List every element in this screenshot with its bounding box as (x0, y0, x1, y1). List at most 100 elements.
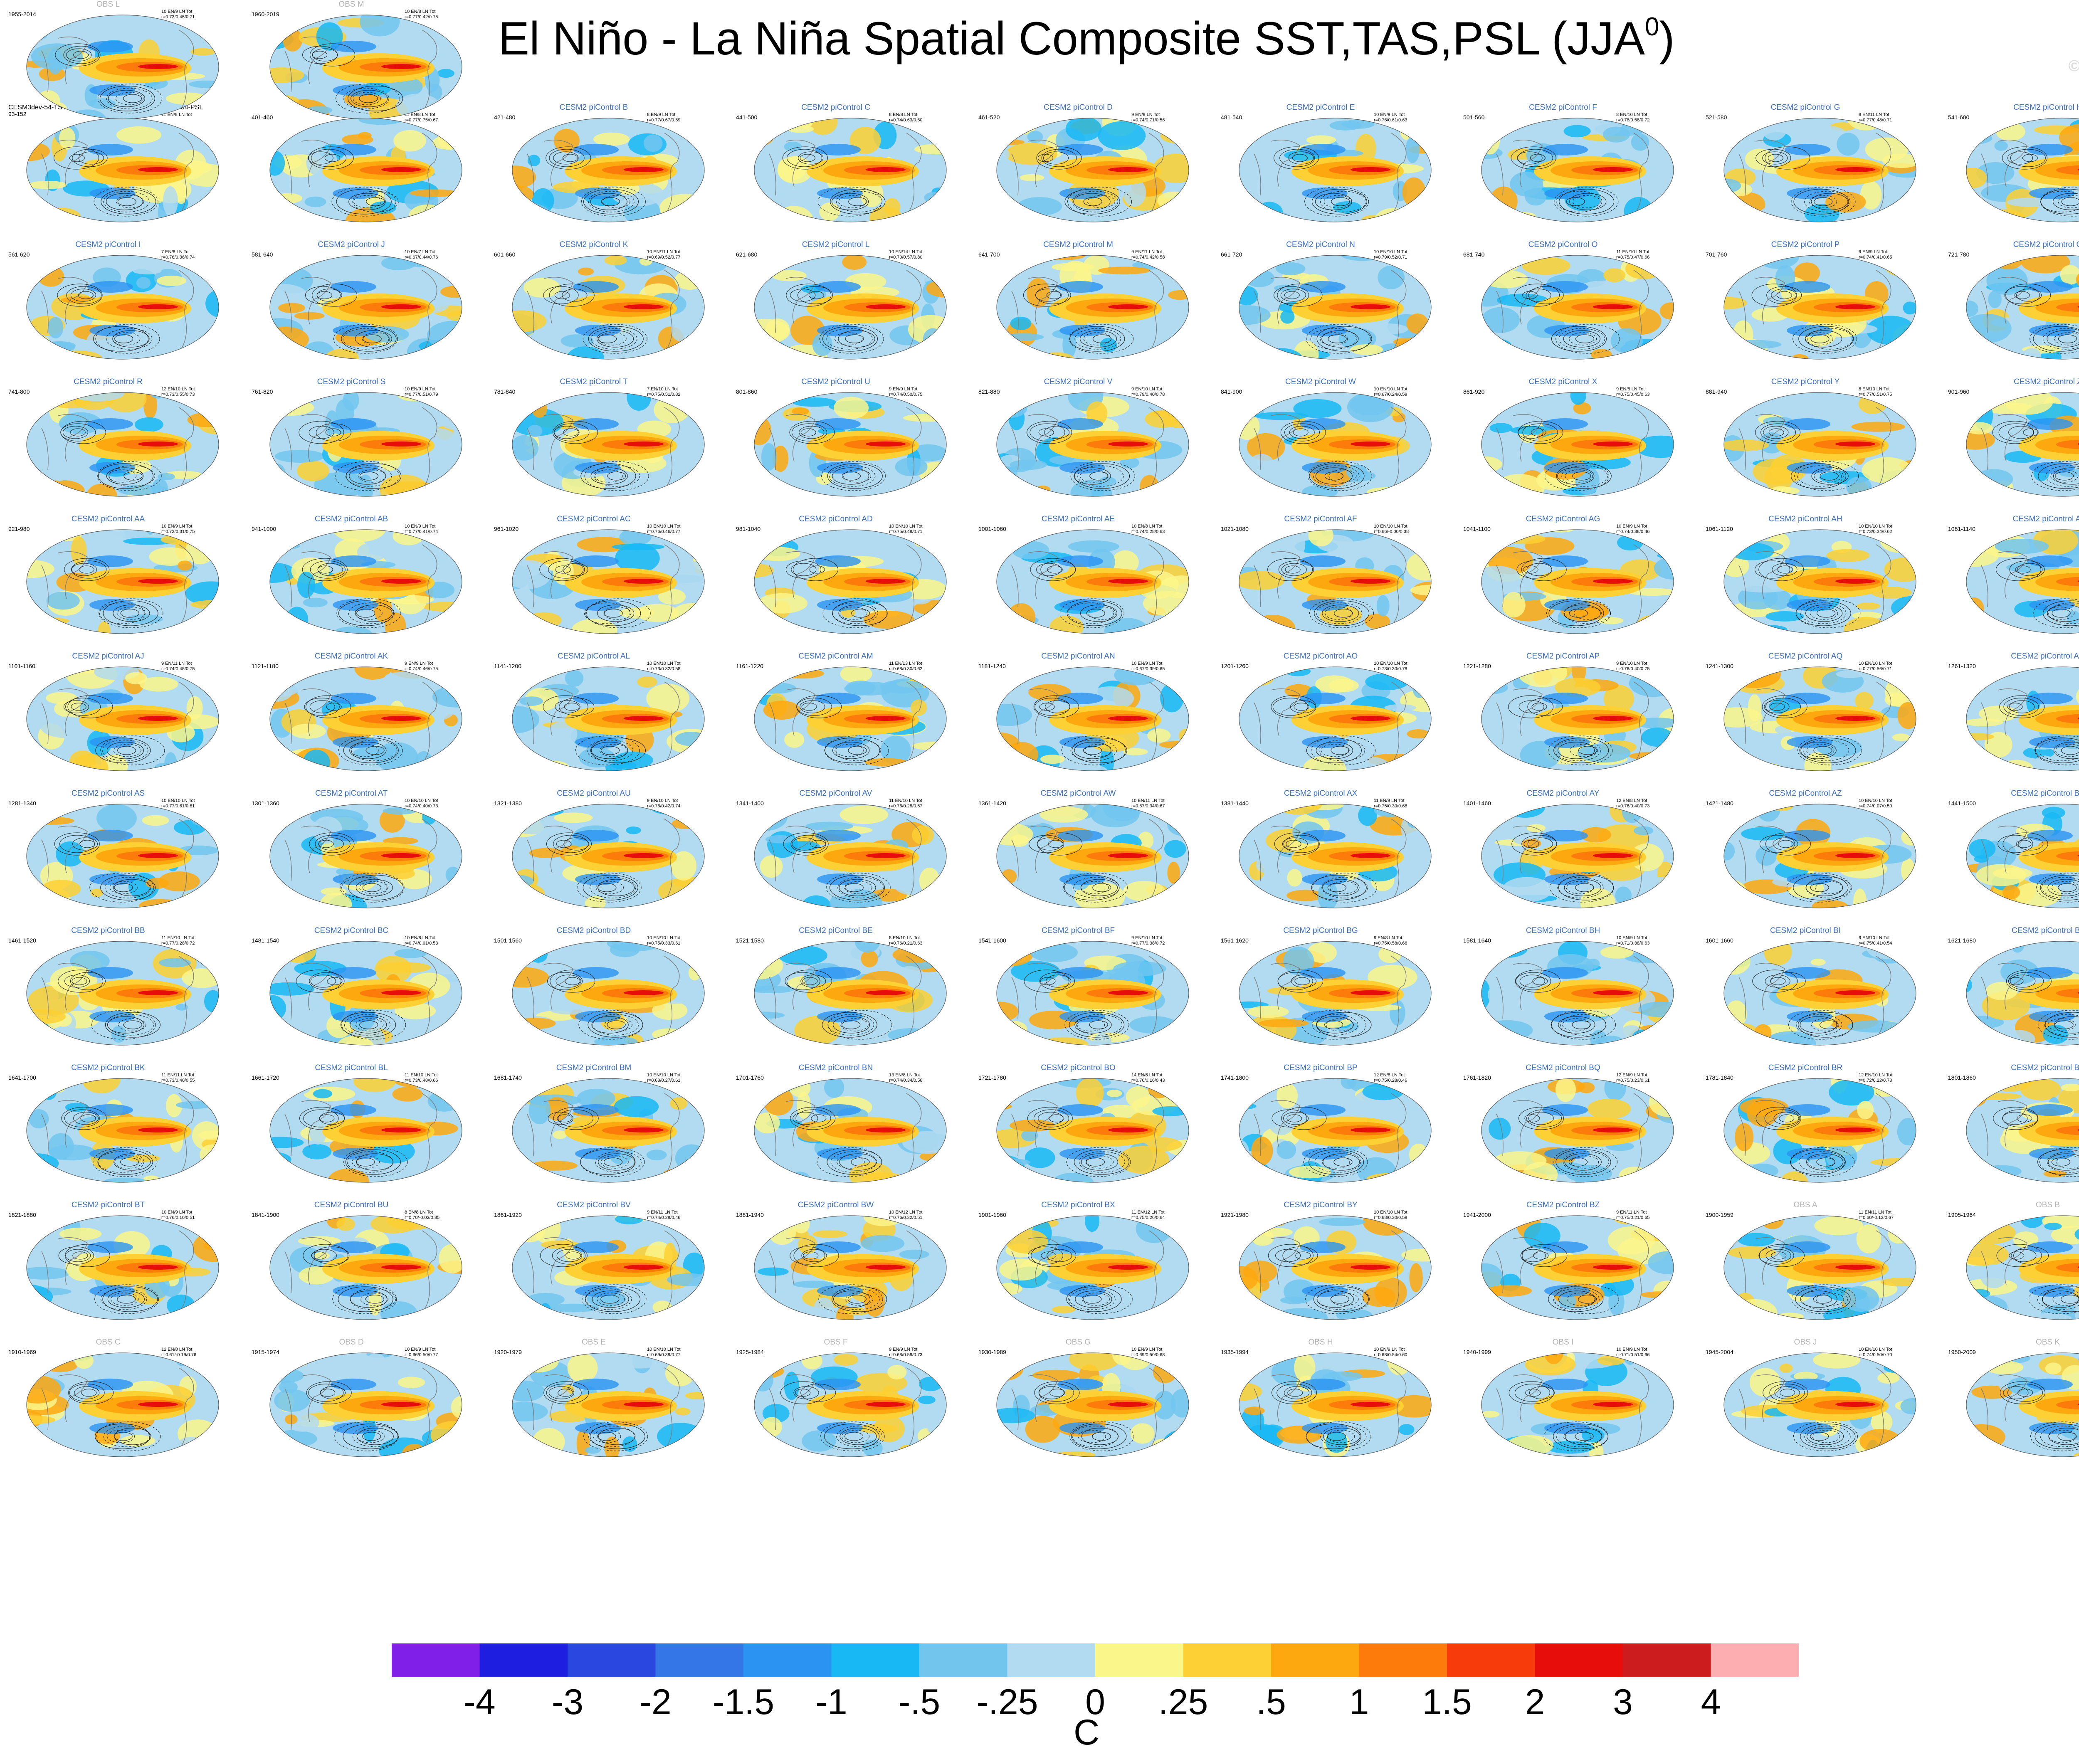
map-panel: OBS A 1900-1959 11 EN/11 LN Tot r=0.60/-0.1… (1701, 1201, 1916, 1338)
map-panel: CESM2 piControl J 581-640 10 EN/7 LN Tot r=… (247, 240, 462, 377)
panel-years: 1041-1100 (1463, 525, 1491, 532)
panel-years: 1421-1480 (1706, 800, 1733, 807)
panel-years: 1901-1960 (978, 1211, 1006, 1218)
panel-years: 1925-1984 (736, 1349, 764, 1355)
map (512, 1215, 705, 1320)
map (754, 1078, 947, 1183)
panel-stats: 10 EN/8 LN Tot r=0.74/0.01/0.53 (405, 935, 438, 946)
map-panel: CESM2 piControl AM 1161-1220 11 EN/13 LN T… (732, 652, 947, 789)
map-panel: CESM2 piControl V 821-880 9 EN/10 LN Tot r=… (974, 377, 1189, 515)
panel-stats: 12 EN/8 LN Tot r=0.76/0.40/0.73 (1616, 798, 1650, 809)
panel-title: CESM2 piControl X (1528, 377, 1598, 386)
panel-title: CESM2 piControl O (1528, 240, 1598, 249)
panel-stats: 9 EN/11 LN Tot r=0.74/0.42/0.58 (1131, 249, 1165, 260)
map-panel: CESM2 piControl AC 961-1020 10 EN/10 LN To… (490, 515, 705, 652)
panel-stats: 10 EN/9 LN Tot r=0.74/0.38/0.46 (1616, 524, 1650, 534)
map (996, 1215, 1189, 1320)
map-panel: CESM2 piControl AO 1201-1260 10 EN/10 LN T… (1217, 652, 1432, 789)
panel-stats: 10 EN/9 LN Tot r=0.71/0.51/0.66 (1616, 1347, 1650, 1357)
panel-stats: 10 EN/10 LN Tot r=0.75/0.33/0.61 (647, 935, 681, 946)
panel-years: 641-700 (978, 251, 1000, 258)
colorbar-swatch (392, 1643, 480, 1677)
panel-years: 1930-1989 (978, 1349, 1006, 1355)
map (512, 529, 705, 634)
map-panel: CESM2 piControl AJ 1101-1160 9 EN/11 LN To… (4, 652, 219, 789)
panel-stats: 10 EN/9 LN Tot r=0.77/0.41/0.74 (405, 524, 438, 534)
colorbar-swatch (1271, 1643, 1359, 1677)
panel-years: 741-800 (8, 388, 30, 395)
map (512, 1352, 705, 1457)
panel-title: CESM2 piControl W (1285, 377, 1356, 386)
panel-title: CESM2 piControl S (317, 377, 386, 386)
map (269, 1352, 462, 1457)
panel-title: CESM2 piControl BG (1283, 926, 1358, 935)
map (996, 1078, 1189, 1183)
panel-stats: 10 EN/10 LN Tot r=0.74/0.50/0.70 (1859, 1347, 1892, 1357)
map (754, 255, 947, 360)
map-panel: CESM2 piControl BC 1481-1540 10 EN/8 LN To… (247, 926, 462, 1063)
map-panel: CESM2 piControl G 521-580 8 EN/11 LN Tot r=… (1701, 103, 1916, 240)
panel-stats: 9 EN/8 LN Tot r=0.75/0.58/0.66 (1374, 935, 1407, 946)
panel-title: CESM2 piControl Z (2014, 377, 2079, 386)
panel-years: 661-720 (1221, 251, 1242, 258)
colorbar-tick-label: -2 (640, 1682, 672, 1722)
colorbar-swatch (1711, 1643, 1799, 1677)
map (269, 118, 462, 222)
panel-stats: 12 EN/10 LN Tot r=0.72/0.22/0.78 (1859, 1073, 1892, 1083)
panel-title: CESM2 piControl AN (1041, 652, 1115, 661)
panel-title: CESM2 piControl AS (71, 789, 145, 798)
panel-stats: 10 EN/9 LN Tot r=0.69/0.50/0.68 (1131, 1347, 1165, 1357)
panel-years: 501-560 (1463, 114, 1485, 121)
panel-title: CESM2 piControl V (1044, 377, 1113, 386)
colorbar-swatch (919, 1643, 1007, 1677)
map (754, 118, 947, 222)
panel-stats: 8 EN/10 LN Tot r=0.76/0.21/0.63 (889, 935, 923, 946)
map (1481, 255, 1674, 360)
map (269, 666, 462, 771)
panel-years: 421-480 (494, 114, 516, 121)
map-panel: CESM2 piControl BX 1901-1960 11 EN/12 LN T… (974, 1201, 1189, 1338)
panel-stats: 8 EN/8 LN Tot r=0.70/-0.02/0.35 (405, 1210, 440, 1220)
panel-stats: 12 EN/8 LN Tot r=0.75/0.28/0.46 (1374, 1073, 1407, 1083)
map (1481, 392, 1674, 497)
map (754, 1352, 947, 1457)
panel-title: CESM2 piControl AM (798, 652, 873, 661)
panel-years: 1161-1220 (736, 663, 763, 669)
map (269, 529, 462, 634)
map-panel: CESM2 piControl K 601-660 10 EN/11 LN Tot r… (490, 240, 705, 377)
map (996, 255, 1189, 360)
panel-stats: 9 EN/9 LN Tot r=0.74/0.71/0.56 (1131, 112, 1165, 123)
map (1966, 392, 2079, 497)
colorbar-swatch (1447, 1643, 1535, 1677)
map-panel: CESM2 piControl BI 1601-1660 9 EN/10 LN To… (1701, 926, 1916, 1063)
panel-title: OBS J (1794, 1338, 1817, 1347)
panel-stats: 14 EN/6 LN Tot r=0.76/0.16/0.43 (1131, 1073, 1165, 1083)
map-panel: OBS L 1955-2014 10 EN/9 LN Tot r=0.73/0.45/… (4, 0, 219, 137)
map (269, 804, 462, 908)
panel-stats: 11 EN/10 LN Tot r=0.77/0.28/0.72 (161, 935, 195, 946)
panel-title: CESM2 piControl BH (1526, 926, 1600, 935)
panel-years: 1381-1440 (1221, 800, 1249, 807)
panel-stats: 11 EN/11 LN Tot r=0.60/-0.13/0.67 (1859, 1210, 1894, 1220)
panel-years: 621-680 (736, 251, 758, 258)
panel-title: CESM2 piControl BL (315, 1063, 388, 1072)
map-panel: CESM2 piControl AL 1141-1200 10 EN/10 LN T… (490, 652, 705, 789)
panel-title: CESM2 piControl BY (1284, 1201, 1358, 1209)
panel-years: 1561-1620 (1221, 937, 1249, 944)
panel-stats: 7 EN/8 LN Tot r=0.76/0.36/0.74 (161, 249, 195, 260)
colorbar-tick-label: -3 (551, 1682, 584, 1722)
panel-stats: 9 EN/9 LN Tot r=0.74/0.50/0.75 (889, 387, 923, 397)
panel-stats: 10 EN/10 LN Tot r=0.76/0.46/0.77 (647, 524, 681, 534)
panel-title: CESM2 piControl AZ (1769, 789, 1842, 798)
map-panel: CESM2 piControl BV 1861-1920 9 EN/11 LN To… (490, 1201, 705, 1338)
panel-years: 1101-1160 (8, 663, 35, 669)
panel-stats: 10 EN/9 LN Tot r=0.67/0.39/0.65 (1131, 661, 1165, 671)
panel-title: CESM2 piControl AH (1768, 515, 1842, 523)
map (269, 15, 462, 119)
panel-title: CESM2 piControl AK (314, 652, 388, 661)
map (1481, 118, 1674, 222)
panel-stats: 9 EN/8 LN Tot r=0.75/0.45/0.63 (1616, 387, 1650, 397)
colorbar-tick-label: -4 (464, 1682, 496, 1722)
panel-title: CESM2 piControl E (1286, 103, 1355, 112)
panel-stats: 10 EN/10 LN Tot r=0.66/-0.00/0.38 (1374, 524, 1409, 534)
